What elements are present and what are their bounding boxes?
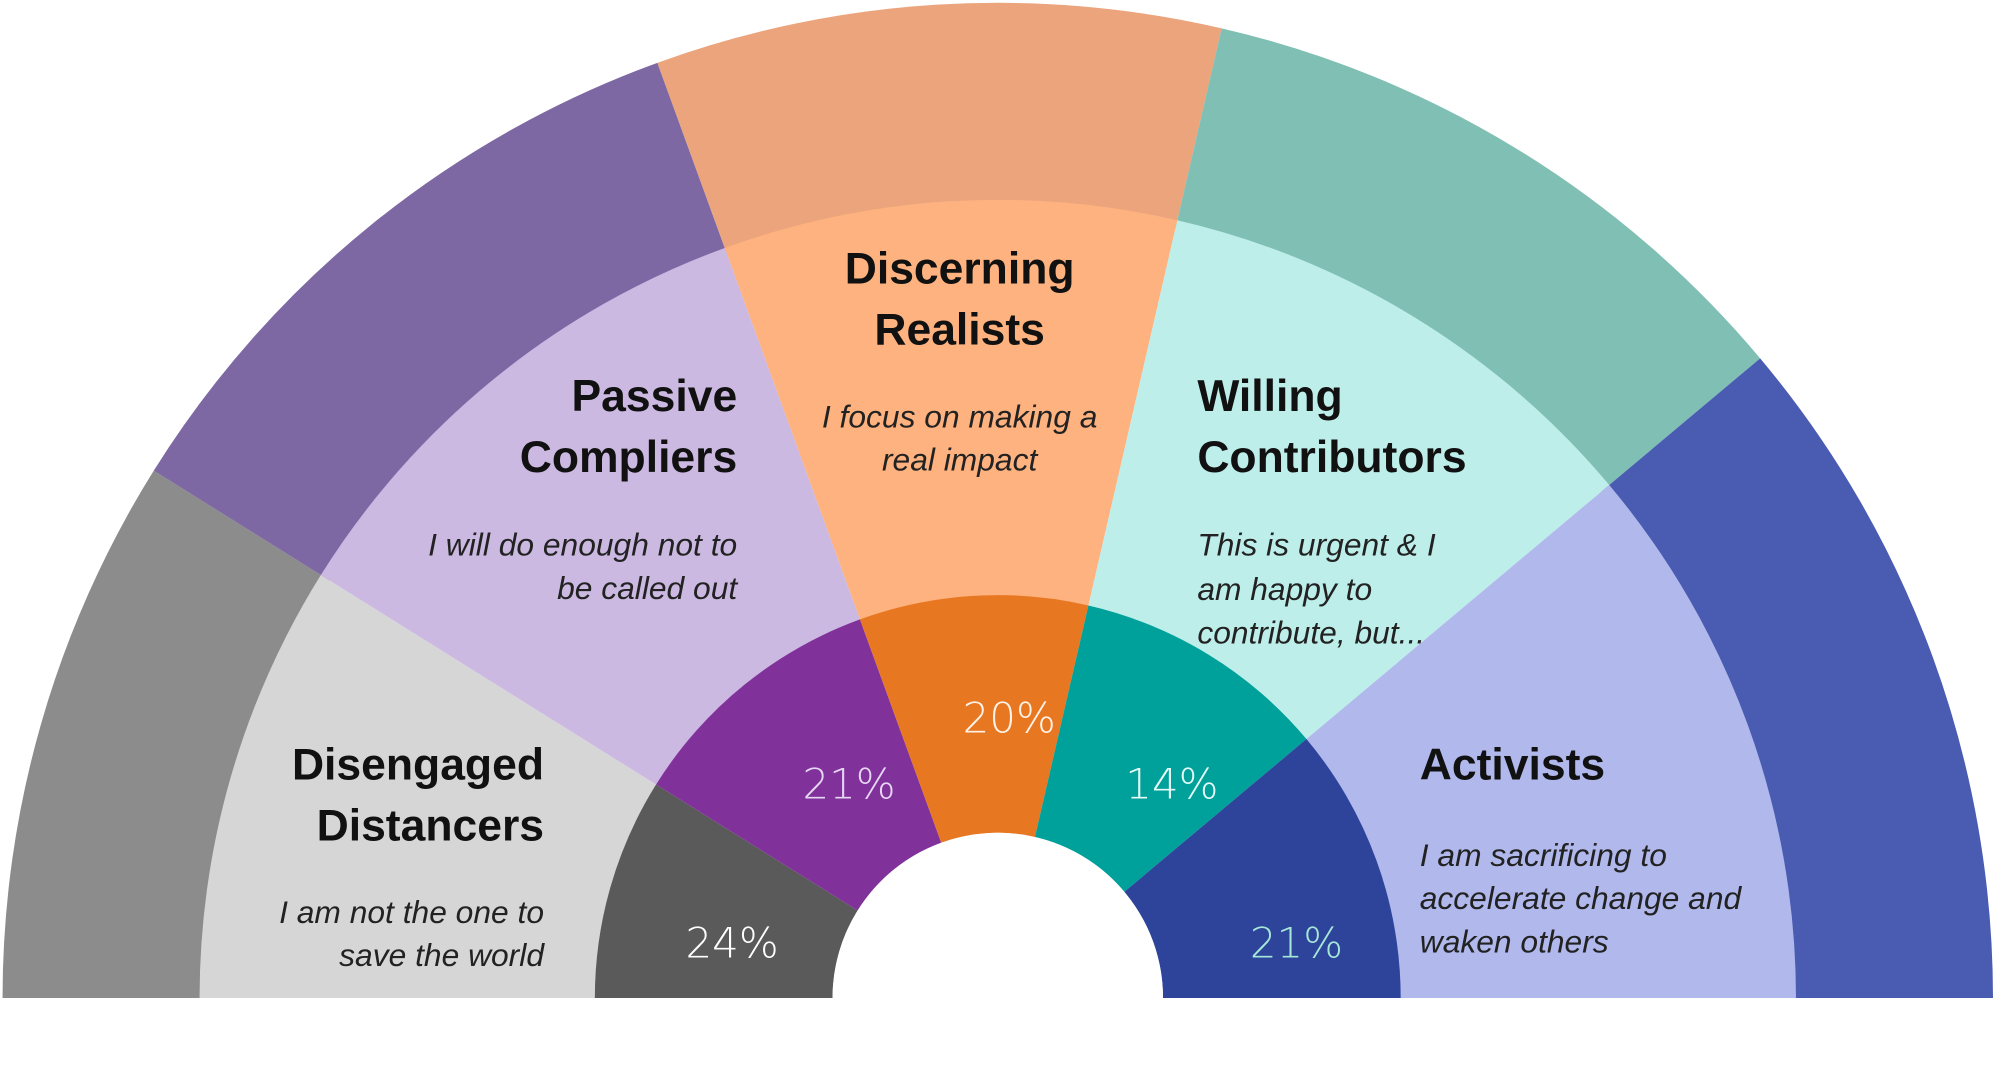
- segment-description: I will do enough not to: [428, 527, 737, 563]
- segment-text-disengaged: Disengaged Distancers I am not the one t…: [279, 740, 545, 973]
- percent-label: 24%: [686, 918, 779, 967]
- center-hole: [832, 832, 1164, 999]
- segment-description: I am not the one to: [279, 894, 544, 930]
- photo-segment: [153, 62, 729, 581]
- segment-description: contribute, but...: [1197, 614, 1425, 650]
- segment-text-willing: Willing Contributors This is urgent & I …: [1197, 372, 1466, 651]
- segment-title: Realists: [874, 306, 1045, 355]
- segment-title: Distancers: [317, 801, 544, 850]
- segment-description: am happy to: [1197, 571, 1372, 607]
- description-segment: [724, 199, 1178, 628]
- percent-ring: [594, 595, 1401, 999]
- segment-description: accelerate change and: [1420, 880, 1743, 916]
- segment-description: save the world: [339, 937, 545, 973]
- description-segment: [320, 247, 864, 790]
- segment-description: real impact: [882, 442, 1039, 478]
- percent-label: 21%: [1250, 918, 1343, 967]
- description-ring: [199, 199, 1796, 999]
- segment-text-passive: Passive Compliers I will do enough not t…: [428, 372, 738, 606]
- photo-segment: [2, 470, 330, 999]
- segment-title: Willing: [1197, 372, 1342, 421]
- segment-description: I am sacrificing to: [1420, 837, 1667, 873]
- segment-description: This is urgent & I: [1197, 527, 1436, 563]
- percent-segment: [1034, 605, 1307, 892]
- percent-segment: [859, 595, 1089, 843]
- photo-segment: [657, 2, 1222, 258]
- segment-title: Disengaged: [292, 740, 544, 789]
- segment-description: be called out: [557, 570, 738, 606]
- percent-segment: [656, 619, 942, 911]
- photo-segment: [1601, 358, 1993, 999]
- segment-description: I focus on making a: [822, 398, 1097, 434]
- segment-title: Compliers: [520, 433, 737, 482]
- photo-ring: [2, 2, 1993, 999]
- segment-title: Discerning: [845, 245, 1075, 294]
- segment-title: Contributors: [1197, 433, 1466, 482]
- segment-text-discerning: Discerning Realists I focus on making a …: [822, 245, 1097, 478]
- segment-text-activists: Activists I am sacrificing to accelerate…: [1420, 740, 1743, 959]
- percent-segment: [1124, 739, 1401, 999]
- photo-segment: [1175, 28, 1761, 492]
- segment-description: waken others: [1420, 923, 1609, 959]
- percent-label: 20%: [963, 693, 1056, 742]
- description-segment: [199, 575, 664, 999]
- percent-segment: [594, 784, 858, 999]
- segment-title: Passive: [572, 372, 738, 421]
- description-segment: [1299, 484, 1796, 999]
- description-segment: [1086, 220, 1610, 745]
- segment-title: Activists: [1420, 740, 1605, 789]
- percent-label: 21%: [802, 759, 895, 808]
- percent-label: 14%: [1125, 759, 1218, 808]
